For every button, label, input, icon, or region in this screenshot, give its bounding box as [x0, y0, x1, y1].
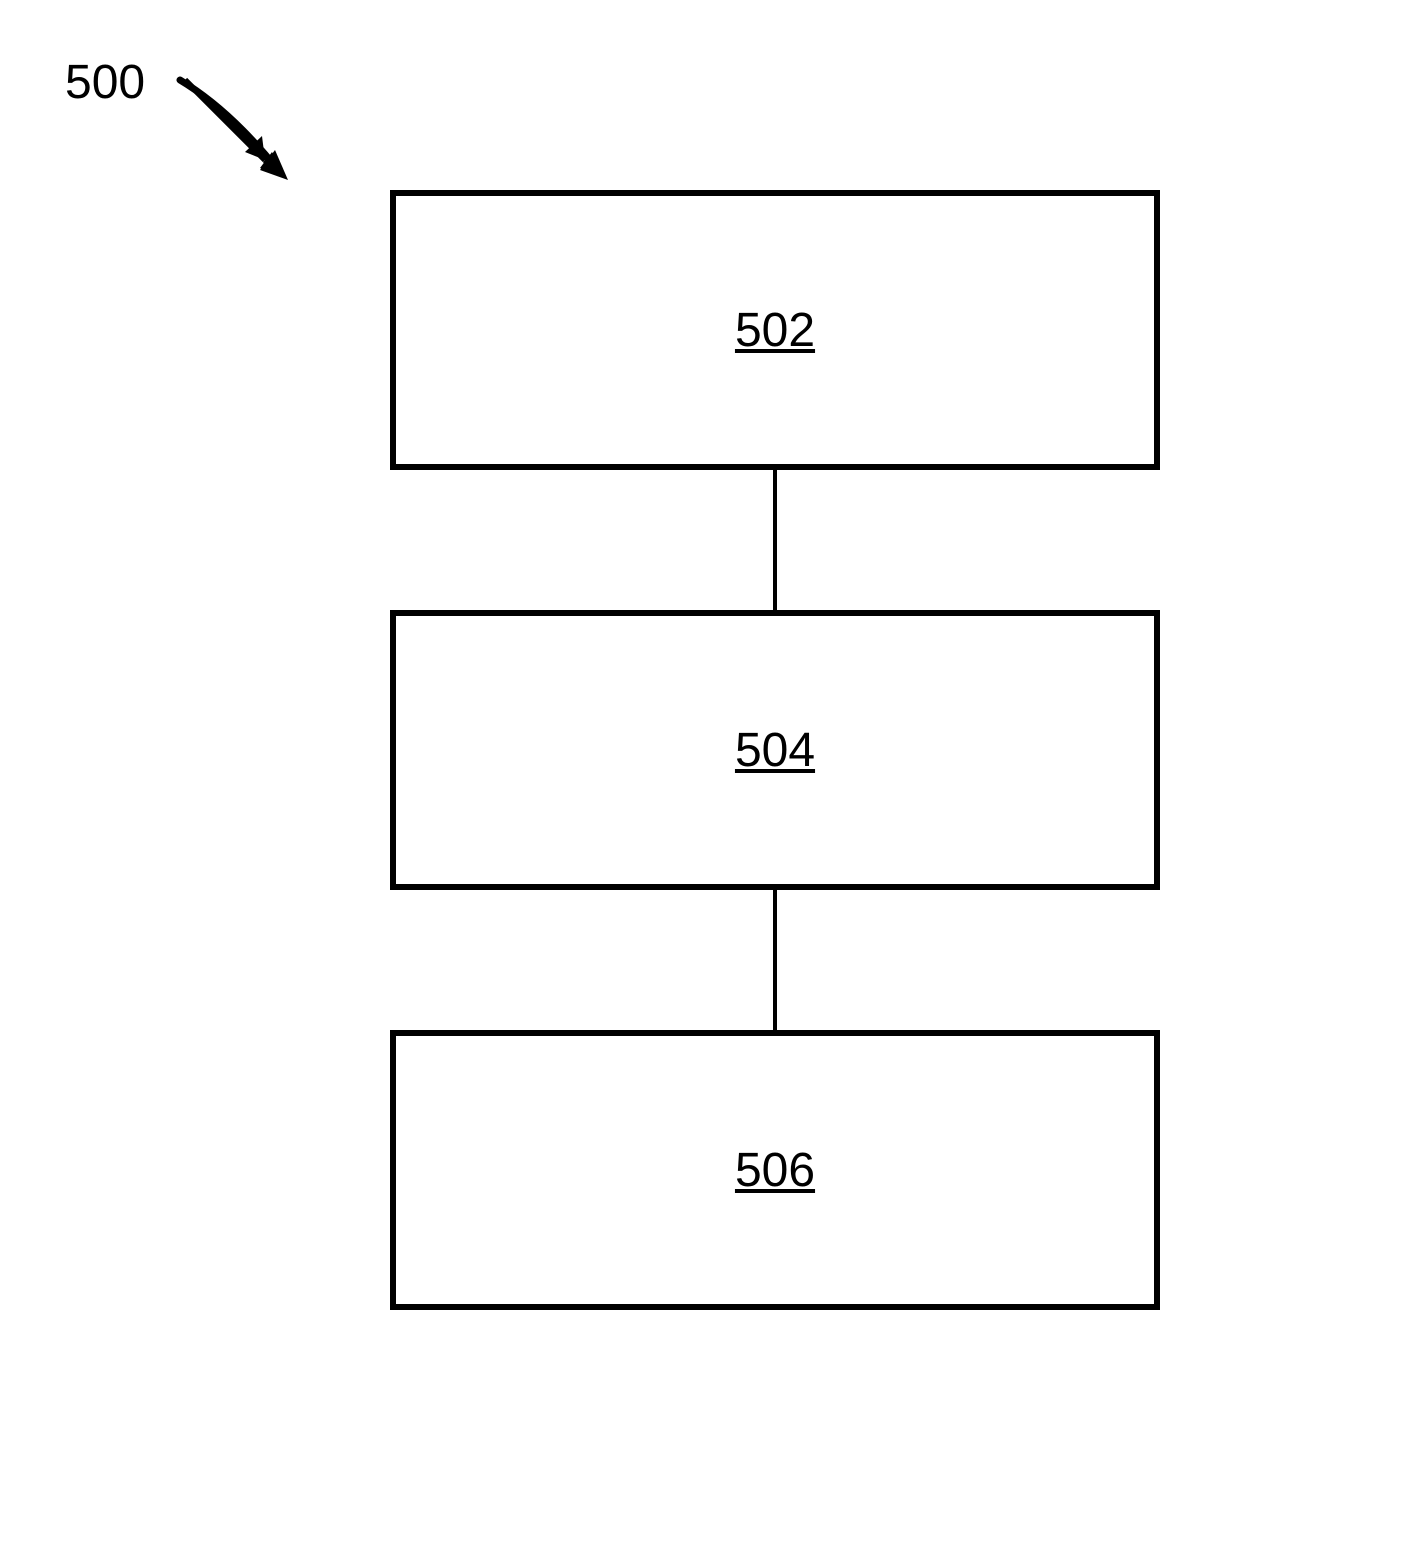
flowchart-diagram: 500 502 504 506 [0, 0, 1403, 1560]
box-label-506: 506 [735, 1143, 815, 1198]
flow-box-506: 506 [390, 1030, 1160, 1310]
connector-502-504 [773, 470, 777, 610]
box-label-504: 504 [735, 723, 815, 778]
reference-arrow-curve [160, 65, 320, 205]
diagram-reference-number: 500 [65, 55, 145, 110]
box-label-502: 502 [735, 303, 815, 358]
flow-box-504: 504 [390, 610, 1160, 890]
flow-box-502: 502 [390, 190, 1160, 470]
connector-504-506 [773, 890, 777, 1030]
